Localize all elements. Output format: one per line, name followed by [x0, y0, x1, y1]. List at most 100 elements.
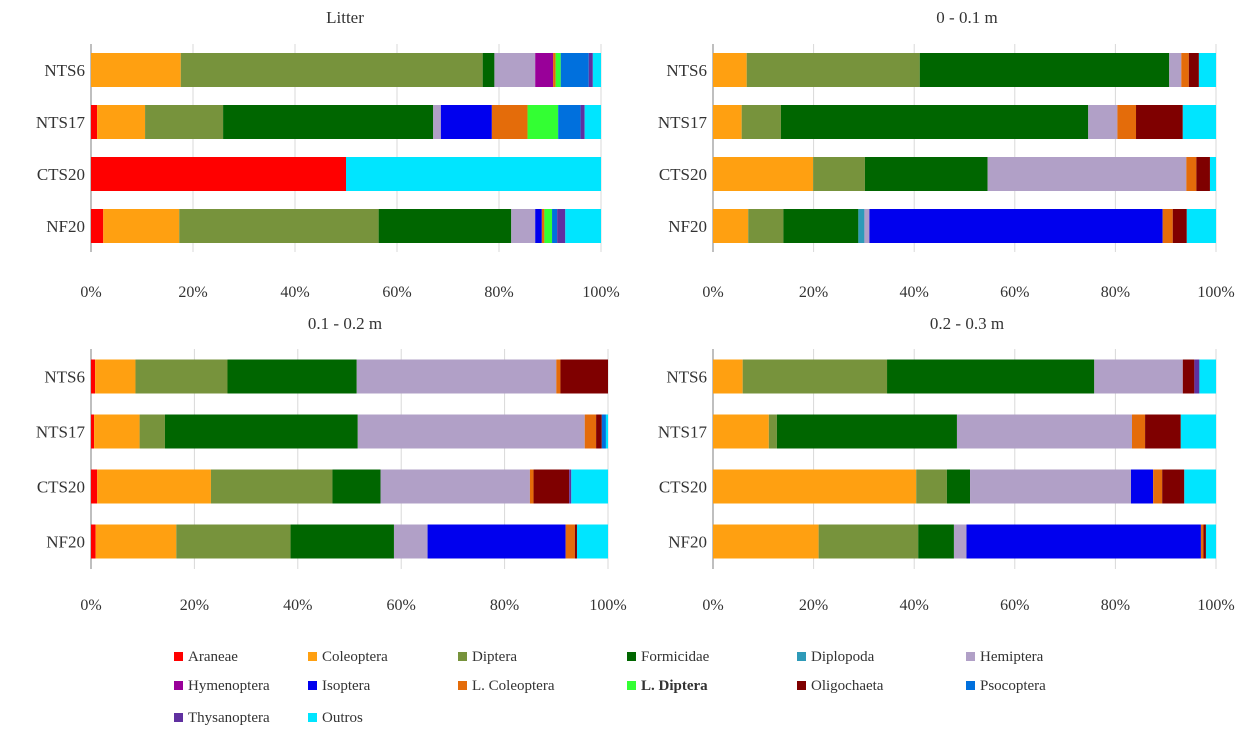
- bar-segment-nts17-diptera: [741, 105, 781, 139]
- bar-segment-nf20-thysanoptera: [557, 209, 566, 243]
- legend-swatch-psocoptera: [966, 681, 975, 690]
- bar-segment-cts20-thysanoptera: [569, 469, 572, 504]
- legend-label-coleoptera: Coleoptera: [322, 649, 388, 665]
- bar-segment-cts20-l-coleoptera: [529, 469, 534, 504]
- x-tick-label: 60%: [1000, 284, 1029, 301]
- bar-segment-cts20-outros: [1209, 157, 1216, 191]
- bar-segment-cts20-coleoptera: [713, 157, 814, 191]
- bar-segment-nts17-araneae: [91, 414, 95, 449]
- category-label: NTS6: [666, 368, 707, 387]
- category-label: NTS17: [658, 113, 708, 132]
- panel-title: 0 - 0.1 m: [936, 8, 997, 27]
- legend-label-l-coleoptera: L. Coleoptera: [472, 678, 555, 694]
- bar-segment-nf20-coleoptera: [713, 209, 749, 243]
- bar-segment-nts6-l-coleoptera: [1181, 53, 1189, 87]
- category-label: NTS17: [658, 423, 708, 442]
- legend-swatch-diplopoda: [797, 652, 806, 661]
- legend-swatch-hymenoptera: [174, 681, 183, 690]
- x-tick-label: 40%: [283, 597, 312, 614]
- legend-label-isoptera: Isoptera: [322, 678, 371, 694]
- bar-segment-nts6-coleoptera: [713, 53, 747, 87]
- x-tick-label: 60%: [382, 284, 411, 301]
- bar-segment-nts6-diptera: [746, 53, 920, 87]
- bar-segment-nts17-diptera: [145, 105, 224, 139]
- bar-segment-nts6-formicidae: [227, 359, 357, 394]
- bar-segment-nf20-formicidae: [290, 524, 394, 559]
- panel-litter: Litter 0% 20% 40% 60% 80% 100% NTS6 NTS17 CTS20 N…: [36, 8, 620, 301]
- x-tick-label: 0%: [80, 597, 101, 614]
- bar-segment-cts20-diptera: [210, 469, 333, 504]
- bar-segment-nf20-isoptera: [966, 524, 1201, 559]
- bar-segment-nf20-outros: [1186, 209, 1216, 243]
- legend-swatch-thysanoptera: [174, 713, 183, 722]
- bar-segment-nts17-coleoptera: [94, 414, 140, 449]
- bar-segment-nts6-coleoptera: [91, 53, 181, 87]
- bar-segment-nts17-l-diptera: [527, 105, 559, 139]
- legend-swatch-isoptera: [308, 681, 317, 690]
- bar-segment-nts17-l-coleoptera: [584, 414, 597, 449]
- x-tick-label: 80%: [484, 284, 513, 301]
- bar-segment-nf20-psocoptera: [552, 209, 558, 243]
- bar-segment-nts6-oligochaeta: [1182, 359, 1195, 394]
- bar-segment-nf20-oligochaeta: [1172, 209, 1187, 243]
- legend-label-hemiptera: Hemiptera: [980, 649, 1044, 665]
- bar-segment-cts20-outros: [346, 157, 601, 191]
- bar-segment-nts17-outros: [1182, 105, 1216, 139]
- bar-segment-cts20-coleoptera: [97, 469, 211, 504]
- legend-label-oligochaeta: Oligochaeta: [811, 678, 884, 694]
- x-tick-label: 40%: [900, 597, 929, 614]
- x-tick-label: 100%: [589, 597, 626, 614]
- bar-segment-nts17-formicidae: [164, 414, 358, 449]
- legend-swatch-coleoptera: [308, 652, 317, 661]
- bar-segment-nf20-coleoptera: [95, 524, 177, 559]
- x-tick-label: 40%: [900, 284, 929, 301]
- category-label: NF20: [46, 533, 85, 552]
- bar-segment-nts17-coleoptera: [713, 105, 742, 139]
- legend-swatch-araneae: [174, 652, 183, 661]
- bar-segment-nts6-hemiptera: [356, 359, 557, 394]
- x-tick-label: 100%: [1197, 284, 1234, 301]
- category-label: NF20: [668, 533, 707, 552]
- bar-segment-nf20-hemiptera: [864, 209, 870, 243]
- bar-segment-cts20-hemiptera: [970, 469, 1131, 504]
- bar-segment-nts6-formicidae: [887, 359, 1095, 394]
- bar-segment-nts17-oligochaeta: [596, 414, 602, 449]
- category-label: CTS20: [37, 165, 85, 184]
- bar-segment-nf20-diptera: [748, 209, 784, 243]
- bar-segment-nts17-psocoptera: [558, 105, 581, 139]
- category-label: NTS6: [44, 368, 85, 387]
- legend-label-hymenoptera: Hymenoptera: [188, 678, 270, 694]
- panel-title: Litter: [326, 8, 364, 27]
- bar-segment-nts6-hemiptera: [1094, 359, 1183, 394]
- bar-segment-nts6-thysanoptera: [588, 53, 593, 87]
- x-tick-label: 40%: [280, 284, 309, 301]
- bar-segment-nts17-oligochaeta: [1145, 414, 1181, 449]
- legend-label-diptera: Diptera: [472, 649, 517, 665]
- bar-segment-nts17-l-coleoptera: [1132, 414, 1146, 449]
- bar-segment-nts6-psocoptera: [560, 53, 589, 87]
- bar-segment-nf20-l-coleoptera: [541, 209, 545, 243]
- bar-segment-nts17-l-coleoptera: [1117, 105, 1137, 139]
- x-tick-label: 60%: [1000, 597, 1029, 614]
- bar-segment-nts6-coleoptera: [713, 359, 743, 394]
- bar-segment-nf20-hemiptera: [511, 209, 536, 243]
- bar-segment-nf20-isoptera: [535, 209, 542, 243]
- bar-segment-nts17-isoptera: [440, 105, 492, 139]
- bar-segment-cts20-diptera: [916, 469, 947, 504]
- x-tick-label: 20%: [799, 284, 828, 301]
- bar-segment-nts6-diptera: [135, 359, 228, 394]
- bar-segment-nf20-diptera: [179, 209, 379, 243]
- x-tick-label: 0%: [702, 284, 723, 301]
- bar-segment-nf20-outros: [565, 209, 601, 243]
- bar-segment-nts6-coleoptera: [95, 359, 136, 394]
- bar-segment-nf20-hemiptera: [393, 524, 428, 559]
- bar-segment-cts20-l-coleoptera: [1186, 157, 1197, 191]
- bar-segment-nts6-formicidae: [482, 53, 495, 87]
- bar-segment-nts17-psocoptera: [601, 414, 606, 449]
- bar-segment-nf20-formicidae: [783, 209, 859, 243]
- bar-segment-nts6-outros: [1199, 359, 1216, 394]
- bar-segment-nf20-isoptera: [427, 524, 566, 559]
- x-tick-label: 80%: [490, 597, 519, 614]
- bar-segment-nts6-formicidae: [919, 53, 1170, 87]
- legend-label-l-diptera: L. Diptera: [641, 678, 708, 694]
